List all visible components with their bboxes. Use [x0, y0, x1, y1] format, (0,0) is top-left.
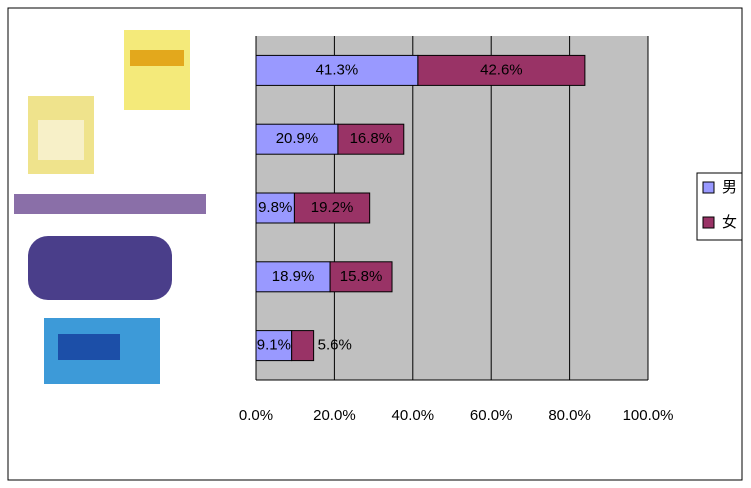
legend-label: 女 — [722, 213, 737, 231]
bar — [417, 54, 586, 86]
x-tick-label: 80.0% — [548, 407, 591, 424]
legend-swatch — [702, 181, 715, 194]
value-label: 42.6% — [480, 61, 523, 78]
x-tick-label: 40.0% — [392, 407, 435, 424]
product-image — [38, 120, 84, 160]
product-image — [124, 30, 190, 110]
value-label: 9.1% — [257, 337, 291, 354]
value-label: 16.8% — [350, 130, 393, 147]
value-label: 20.9% — [276, 130, 319, 147]
x-tick-label: 60.0% — [470, 407, 513, 424]
value-label: 18.9% — [272, 268, 315, 285]
bar — [255, 54, 419, 86]
value-label: 19.2% — [311, 199, 354, 216]
product-image — [28, 236, 172, 300]
product-image — [58, 334, 120, 360]
bar — [255, 192, 295, 224]
bar — [291, 330, 315, 362]
value-label: 15.8% — [340, 268, 383, 285]
value-label: 41.3% — [316, 61, 359, 78]
legend-label: 男 — [722, 179, 737, 196]
bar — [293, 192, 371, 224]
product-image — [130, 50, 184, 66]
value-label: 5.6% — [318, 337, 352, 354]
bar — [255, 123, 339, 155]
bar — [337, 123, 405, 155]
product-images — [14, 30, 206, 384]
x-tick-label: 20.0% — [313, 407, 356, 424]
bar — [329, 261, 393, 293]
legend-swatch — [702, 216, 715, 229]
product-image — [14, 194, 206, 214]
x-tick-label: 0.0% — [239, 407, 273, 424]
value-label: 9.8% — [258, 199, 292, 216]
x-tick-label: 100.0% — [623, 407, 674, 424]
